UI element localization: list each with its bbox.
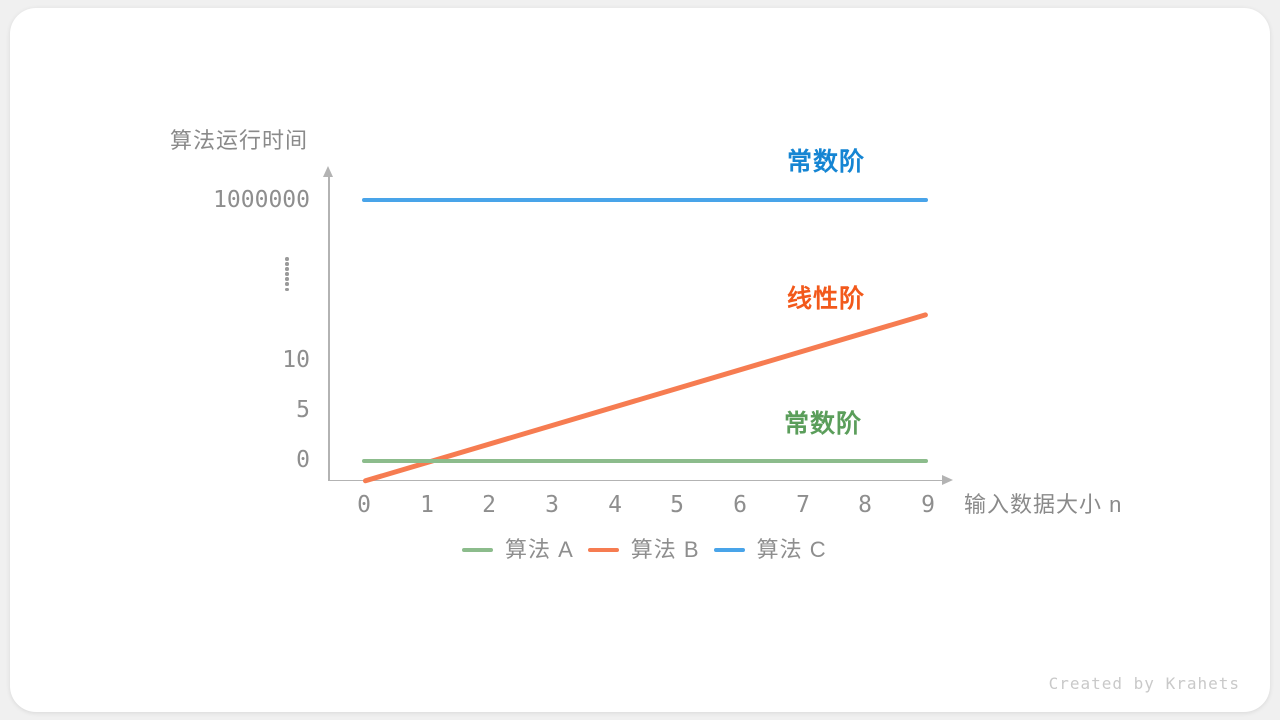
legend: 算法 A 算法 B 算法 C — [462, 536, 827, 564]
annotation-algorithm-b: 线性阶 — [786, 285, 865, 313]
legend-item-algorithm-a: 算法 A — [462, 536, 574, 564]
x-tick-7: 7 — [796, 492, 810, 518]
y-tick-1000000: 1000000 — [213, 187, 310, 213]
x-axis-line — [329, 479, 943, 481]
legend-swatch-algorithm-c — [713, 547, 745, 553]
x-tick-9: 9 — [921, 492, 935, 518]
legend-item-algorithm-b: 算法 B — [587, 536, 700, 564]
x-tick-5: 5 — [670, 492, 684, 518]
legend-label-algorithm-a: 算法 A — [505, 537, 574, 562]
x-tick-6: 6 — [733, 492, 747, 518]
chart-card — [10, 8, 1270, 712]
x-tick-3: 3 — [545, 492, 559, 518]
x-tick-4: 4 — [608, 492, 622, 518]
legend-label-algorithm-b: 算法 B — [630, 537, 700, 562]
y-axis-title: 算法运行时间 — [170, 128, 309, 153]
annotation-algorithm-a: 常数阶 — [783, 410, 862, 438]
y-axis-arrow-icon — [323, 166, 333, 177]
x-axis-title: 输入数据大小 n — [964, 492, 1123, 517]
y-axis-line — [328, 176, 330, 481]
legend-swatch-algorithm-b — [587, 547, 619, 553]
legend-swatch-algorithm-a — [462, 547, 493, 553]
legend-item-algorithm-c: 算法 C — [713, 536, 827, 564]
y-tick-5: 5 — [296, 397, 310, 423]
series-line-algorithm-a — [362, 458, 928, 463]
legend-label-algorithm-c: 算法 C — [756, 537, 827, 562]
y-axis-ellipsis-dots — [285, 257, 289, 292]
series-line-algorithm-c — [362, 197, 928, 202]
series-line-algorithm-b — [362, 311, 929, 483]
y-tick-0: 0 — [296, 447, 310, 473]
x-tick-0: 0 — [357, 492, 371, 518]
y-tick-10: 10 — [282, 347, 310, 373]
x-axis-arrow-icon — [942, 474, 953, 485]
x-tick-8: 8 — [858, 492, 872, 518]
x-tick-2: 2 — [482, 492, 496, 518]
annotation-algorithm-c: 常数阶 — [786, 148, 865, 176]
watermark: Created by Krahets — [1048, 674, 1240, 693]
x-tick-1: 1 — [420, 492, 434, 518]
